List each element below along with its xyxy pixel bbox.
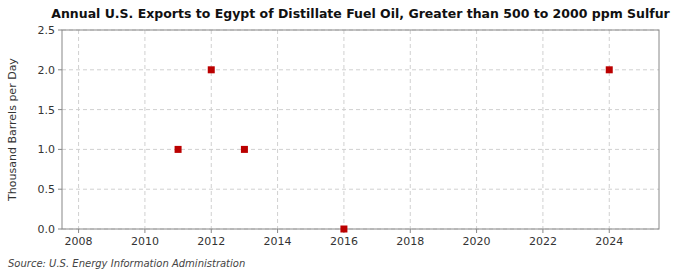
source-note: Source: U.S. Energy Information Administ… xyxy=(8,258,245,269)
grid-line xyxy=(211,30,212,229)
tick-label: 2016 xyxy=(330,235,358,248)
grid-line xyxy=(410,30,411,229)
point xyxy=(340,226,347,233)
axes: 2008 2010 2012 2014 2016 2018 2020 2022 2024 0.0 0… xyxy=(38,24,660,248)
tick xyxy=(58,189,62,190)
points xyxy=(175,66,613,232)
tick-label: 2010 xyxy=(131,235,159,248)
grid-line xyxy=(343,30,344,229)
tick-label: 1.0 xyxy=(38,143,56,156)
grid-line xyxy=(62,109,659,110)
tick xyxy=(58,149,62,150)
tick-label: 2.5 xyxy=(38,24,56,37)
tick xyxy=(609,229,610,233)
point xyxy=(241,146,248,153)
point xyxy=(606,66,613,73)
tick-label: 2018 xyxy=(396,235,424,248)
frame xyxy=(62,30,659,229)
grid-line xyxy=(476,30,477,229)
grid-line xyxy=(144,30,145,229)
tick xyxy=(78,229,79,233)
grid-line xyxy=(609,30,610,229)
tick-label: 1.5 xyxy=(38,104,56,117)
grid-line xyxy=(277,30,278,229)
tick-label: 0.0 xyxy=(38,223,56,236)
tick-label: 2.0 xyxy=(38,64,56,77)
tick xyxy=(58,229,62,230)
tick xyxy=(277,229,278,233)
point xyxy=(208,66,215,73)
tick-label: 2014 xyxy=(264,235,292,248)
grid-line xyxy=(78,30,79,229)
grid-line xyxy=(542,30,543,229)
tick xyxy=(58,69,62,70)
axis-label: Thousand Barrels per Day xyxy=(6,58,19,202)
tick xyxy=(476,229,477,233)
title: Annual U.S. Exports to Egypt of Distilla… xyxy=(51,6,670,21)
tick xyxy=(542,229,543,233)
tick xyxy=(58,109,62,110)
tick-label: 2024 xyxy=(595,235,623,248)
grid-line xyxy=(62,149,659,150)
tick xyxy=(211,229,212,233)
tick xyxy=(144,229,145,233)
tick xyxy=(58,30,62,31)
tick-label: 2012 xyxy=(197,235,225,248)
tick-label: 2022 xyxy=(529,235,557,248)
grid xyxy=(62,30,659,229)
tick-label: 2020 xyxy=(463,235,491,248)
plot-area xyxy=(62,30,659,229)
grid-line xyxy=(62,189,659,190)
tick xyxy=(410,229,411,233)
tick-label: 0.5 xyxy=(38,183,56,196)
chart: 2008 2010 2012 2014 2016 2018 2020 2022 2024 0.0 0… xyxy=(0,0,675,275)
grid-line xyxy=(62,69,659,70)
tick-label: 2008 xyxy=(65,235,93,248)
point xyxy=(175,146,182,153)
